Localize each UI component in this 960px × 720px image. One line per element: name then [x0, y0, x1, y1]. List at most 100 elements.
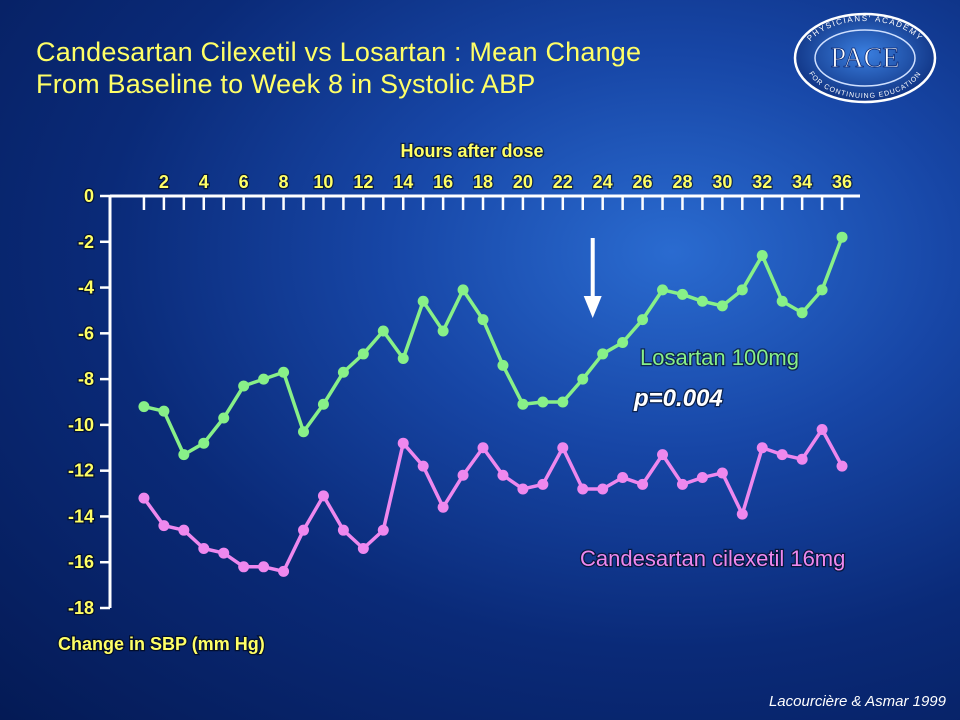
data-point: [657, 284, 669, 296]
x-tick-label: 22: [553, 172, 573, 192]
y-tick-label: -2: [78, 232, 94, 252]
data-point: [138, 492, 150, 504]
data-point: [776, 295, 788, 307]
series-label: Candesartan cilexetil 16mg: [580, 546, 845, 571]
data-point: [198, 542, 210, 554]
data-point: [676, 478, 688, 490]
data-point: [397, 353, 409, 365]
data-point: [637, 478, 649, 490]
x-tick-label: 36: [832, 172, 852, 192]
series-candesartan: [138, 423, 848, 577]
data-point: [716, 467, 728, 479]
series-losartan: [138, 231, 848, 461]
y-tick-label: -10: [68, 415, 94, 435]
data-point: [357, 542, 369, 554]
data-point: [437, 501, 449, 513]
data-point: [397, 437, 409, 449]
data-point: [198, 437, 210, 449]
y-tick-label: -6: [78, 323, 94, 343]
data-point: [736, 508, 748, 520]
data-point: [238, 561, 250, 573]
data-point: [158, 520, 170, 532]
data-point: [597, 483, 609, 495]
data-point: [178, 449, 190, 461]
data-point: [178, 524, 190, 536]
data-point: [617, 472, 629, 484]
y-tick-label: -12: [68, 461, 94, 481]
series-label: Losartan 100mg: [640, 345, 799, 370]
x-tick-label: 14: [393, 172, 413, 192]
data-point: [377, 325, 389, 337]
data-point: [437, 325, 449, 337]
x-tick-label: 26: [633, 172, 653, 192]
y-axis-title: Change in SBP (mm Hg): [58, 634, 265, 654]
data-point: [258, 561, 270, 573]
data-point: [218, 547, 230, 559]
data-point: [138, 401, 150, 413]
data-point: [537, 396, 549, 408]
x-axis-title: Hours after dose: [400, 141, 543, 161]
data-point: [238, 380, 250, 392]
data-point: [657, 449, 669, 461]
data-point: [577, 483, 589, 495]
logo-text: PACE: [830, 43, 899, 74]
y-tick-label: -18: [68, 598, 94, 618]
data-point: [796, 453, 808, 465]
data-point: [477, 314, 489, 326]
data-point: [258, 373, 270, 385]
x-tick-label: 28: [672, 172, 692, 192]
title-line-1: Candesartan Cilexetil vs Losartan : Mean…: [36, 37, 642, 67]
data-point: [617, 336, 629, 348]
x-tick-label: 34: [792, 172, 812, 192]
data-point: [317, 490, 329, 502]
y-tick-label: -16: [68, 552, 94, 572]
data-point: [298, 426, 310, 438]
x-tick-label: 20: [513, 172, 533, 192]
x-tick-label: 16: [433, 172, 453, 192]
data-point: [796, 307, 808, 319]
data-point: [158, 405, 170, 417]
data-point: [676, 288, 688, 300]
x-tick-label: 18: [473, 172, 493, 192]
x-tick-label: 30: [712, 172, 732, 192]
x-tick-label: 10: [313, 172, 333, 192]
data-point: [357, 348, 369, 360]
data-point: [756, 442, 768, 454]
x-tick-label: 2: [159, 172, 169, 192]
data-point: [696, 472, 708, 484]
data-point: [477, 442, 489, 454]
data-point: [337, 524, 349, 536]
title-line-2: From Baseline to Week 8 in Systolic ABP: [36, 69, 536, 99]
data-point: [298, 524, 310, 536]
data-point: [517, 483, 529, 495]
data-point: [377, 524, 389, 536]
y-tick-label: -4: [78, 278, 94, 298]
data-point: [637, 314, 649, 326]
data-point: [317, 398, 329, 410]
data-point: [497, 359, 509, 371]
x-tick-label: 6: [239, 172, 249, 192]
data-point: [756, 250, 768, 262]
citation: Lacourcière & Asmar 1999: [768, 693, 946, 710]
y-tick-label: -14: [68, 506, 94, 526]
x-tick-label: 8: [279, 172, 289, 192]
p-value-label: p=0.004: [633, 385, 723, 412]
data-point: [417, 295, 429, 307]
data-point: [836, 460, 848, 472]
y-tick-label: 0: [84, 186, 94, 206]
x-tick-label: 24: [593, 172, 613, 192]
x-tick-label: 4: [199, 172, 209, 192]
data-point: [557, 442, 569, 454]
data-point: [278, 366, 290, 378]
data-point: [597, 348, 609, 360]
data-point: [736, 284, 748, 296]
data-point: [218, 412, 230, 424]
data-point: [417, 460, 429, 472]
data-point: [278, 565, 290, 577]
data-point: [836, 231, 848, 243]
data-point: [457, 469, 469, 481]
data-point: [696, 295, 708, 307]
data-point: [816, 284, 828, 296]
data-point: [497, 469, 509, 481]
